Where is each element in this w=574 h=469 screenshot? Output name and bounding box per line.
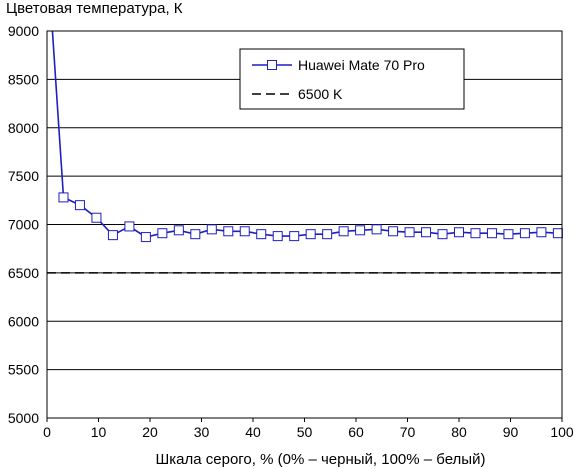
data-point [58,192,69,203]
y-tick-labels: 5000 5500 6000 6500 7000 7500 8000 8500 9000 [8,23,39,426]
y-tick-label: 7500 [8,168,39,184]
data-point [206,224,217,235]
data-point [140,232,151,243]
y-tick-label: 6500 [8,265,39,281]
data-point [74,200,85,211]
data-point [223,226,234,237]
legend-label-6500k: 6500 K [298,86,343,102]
data-point [157,228,168,239]
x-tick-labels: 0 10 20 30 40 50 60 70 80 90 100 [43,418,574,440]
data-point [371,224,382,235]
x-tick-label: 0 [43,424,51,440]
data-point [470,228,481,239]
data-point [124,221,135,232]
y-tick-label: 8500 [8,71,39,87]
data-point [91,212,102,223]
y-tick-label: 7000 [8,217,39,233]
y-tick-label: 8000 [8,120,39,136]
data-point [503,229,514,240]
data-point [190,229,201,240]
data-point [388,226,399,237]
legend: Huawei Mate 70 Pro 6500 K [239,48,465,110]
data-point [289,231,300,242]
x-tick-label: 30 [194,424,210,440]
x-tick-label: 100 [550,424,574,440]
data-point [173,225,184,236]
data-point [355,225,366,236]
data-point [107,230,118,241]
data-series [51,31,563,243]
data-point [454,227,464,238]
y-tick-label: 9000 [8,23,39,39]
legend-box [239,48,465,110]
x-tick-label: 10 [91,424,107,440]
y-tick-label: 6000 [8,313,39,329]
x-tick-label: 60 [348,424,364,440]
data-point [272,231,283,242]
x-tick-label: 70 [400,424,416,440]
x-tick-label: 20 [142,424,158,440]
y-tick-label: 5500 [8,362,39,378]
data-point [256,229,267,240]
data-point [322,229,333,240]
data-point [239,226,250,237]
legend-label-huawei: Huawei Mate 70 Pro [298,57,425,73]
data-point [338,226,349,237]
data-point [421,227,432,238]
data-point [519,228,530,239]
data-point [552,228,563,239]
x-tick-label: 40 [245,424,261,440]
data-point [305,229,316,240]
x-tick-label: 80 [451,424,467,440]
data-point [486,228,497,239]
x-tick-label: 50 [297,424,313,440]
data-point [536,227,547,238]
legend-marker-huawei [267,60,277,70]
data-point [437,229,448,240]
y-axis-title: Цветовая температура, К [6,0,183,17]
data-point [404,227,415,238]
x-axis-title: Шкала серого, % (0% – черный, 100% – бел… [156,451,486,468]
x-tick-label: 90 [503,424,519,440]
y-tick-label: 5000 [8,410,39,426]
